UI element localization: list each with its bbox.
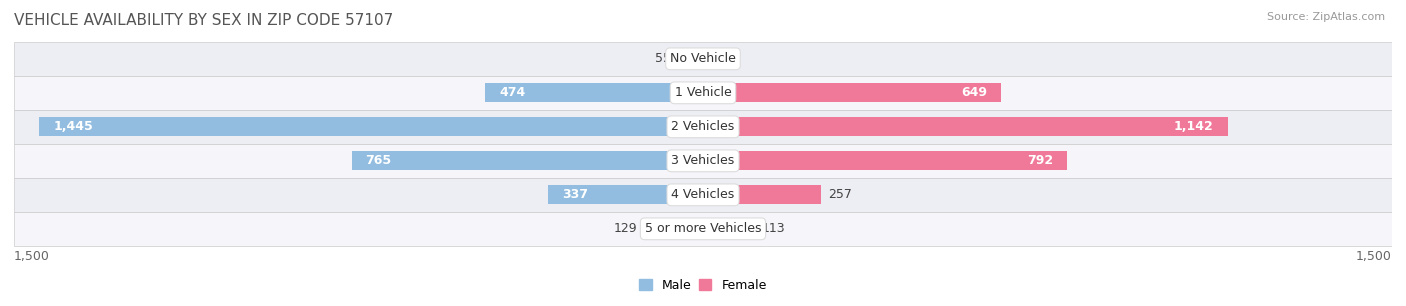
Bar [14,110,1392,144]
Bar [703,151,1067,170]
Text: 129: 129 [613,222,637,235]
Text: 792: 792 [1026,154,1053,167]
Bar [703,84,1001,102]
Bar [485,84,703,102]
Text: 1,445: 1,445 [53,120,93,133]
Text: 113: 113 [762,222,786,235]
Bar [14,76,1392,110]
Bar [14,178,1392,212]
Bar [703,118,1227,136]
Text: 649: 649 [962,86,987,99]
Bar [644,219,703,238]
Bar [352,151,703,170]
Legend: Male, Female: Male, Female [640,279,766,292]
Bar [14,42,1392,76]
Text: Source: ZipAtlas.com: Source: ZipAtlas.com [1267,12,1385,22]
Text: 5 or more Vehicles: 5 or more Vehicles [645,222,761,235]
Text: 3 Vehicles: 3 Vehicles [672,154,734,167]
Text: 257: 257 [828,188,852,201]
Text: 765: 765 [366,154,391,167]
Bar [14,212,1392,246]
Text: 55: 55 [655,52,671,65]
Text: 0: 0 [710,52,718,65]
Text: 1 Vehicle: 1 Vehicle [675,86,731,99]
Text: 337: 337 [562,188,588,201]
Bar [703,185,821,204]
Bar [678,50,703,68]
Text: VEHICLE AVAILABILITY BY SEX IN ZIP CODE 57107: VEHICLE AVAILABILITY BY SEX IN ZIP CODE … [14,13,394,28]
Text: 2 Vehicles: 2 Vehicles [672,120,734,133]
Bar [14,144,1392,178]
Text: 4 Vehicles: 4 Vehicles [672,188,734,201]
Bar [703,219,755,238]
Text: 474: 474 [499,86,526,99]
Text: 1,500: 1,500 [14,250,51,263]
Bar [548,185,703,204]
Bar [39,118,703,136]
Text: 1,500: 1,500 [1355,250,1392,263]
Text: 1,142: 1,142 [1174,120,1213,133]
Text: No Vehicle: No Vehicle [671,52,735,65]
